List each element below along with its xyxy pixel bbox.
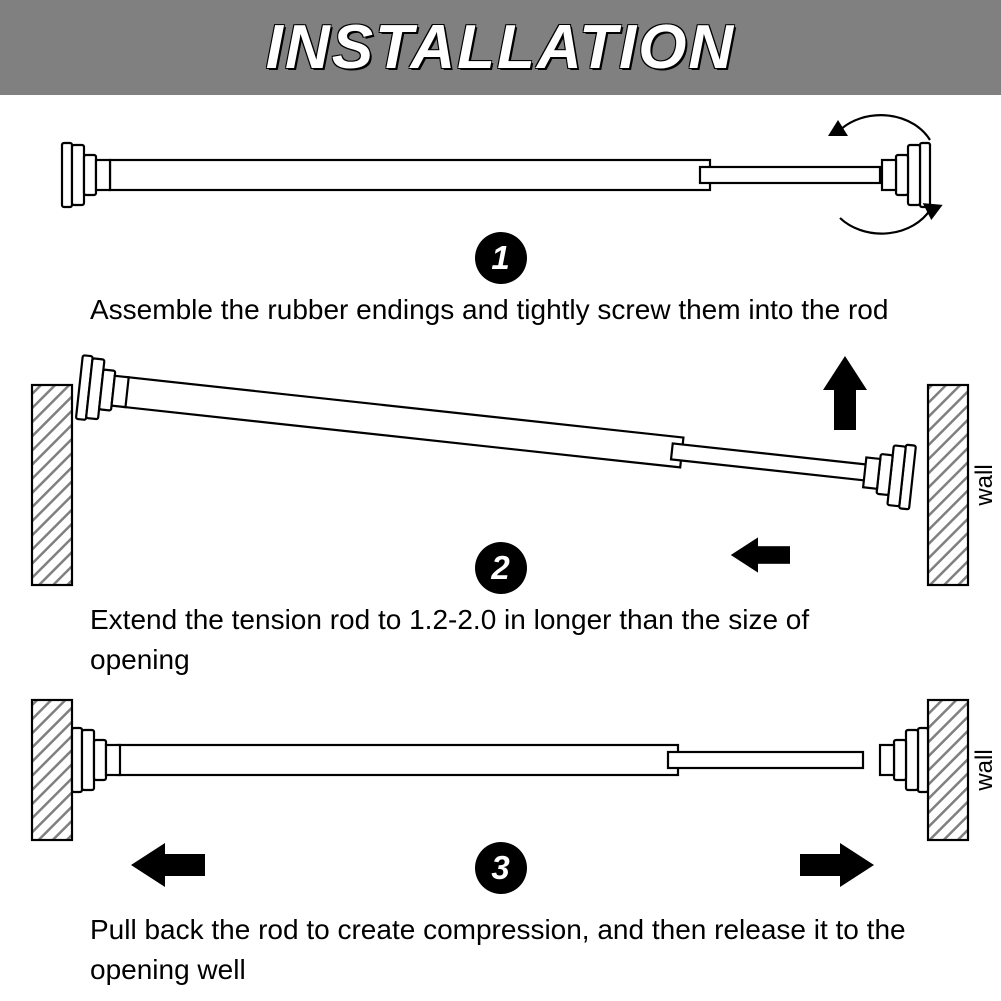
step1-caption: Assemble the rubber endings and tightly … xyxy=(90,290,910,330)
step-number: 3 xyxy=(491,849,509,887)
step-number: 1 xyxy=(491,239,509,277)
step-badge-1: 1 xyxy=(475,232,527,284)
step2-caption: Extend the tension rod to 1.2-2.0 in lon… xyxy=(90,600,910,680)
step-badge-2: 2 xyxy=(475,542,527,594)
step3-caption: Pull back the rod to create compression,… xyxy=(90,910,910,990)
header-title: INSTALLATION xyxy=(266,12,735,83)
header-banner: INSTALLATION xyxy=(0,0,1001,95)
step1-figure xyxy=(62,115,943,233)
svg-text:wall: wall xyxy=(971,464,998,506)
step-number: 2 xyxy=(491,549,509,587)
step-badge-3: 3 xyxy=(475,842,527,894)
svg-text:wall: wall xyxy=(971,749,998,791)
